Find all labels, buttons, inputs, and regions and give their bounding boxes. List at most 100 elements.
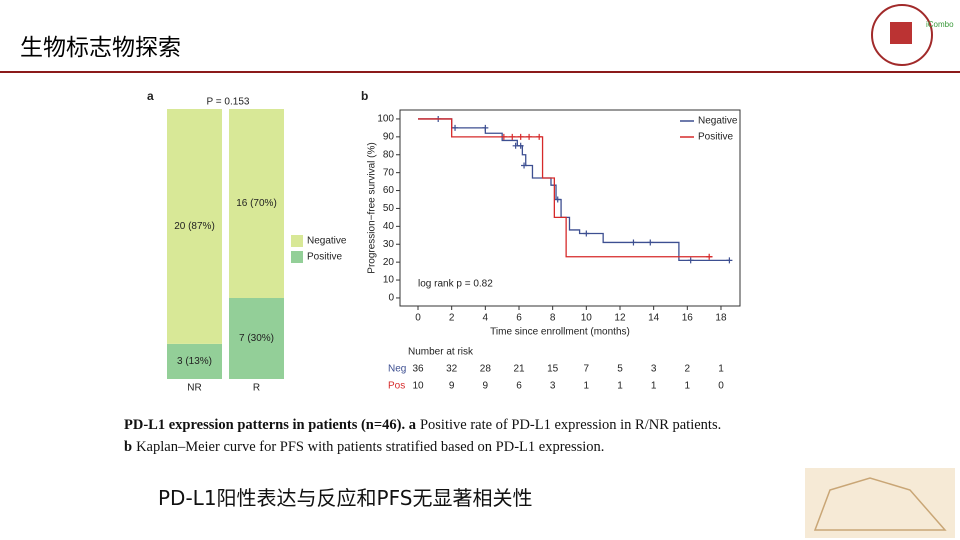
- censor-mark: [726, 257, 733, 264]
- censor-mark: [482, 124, 489, 131]
- risk-count: 32: [446, 364, 458, 375]
- censor-mark: [517, 142, 524, 149]
- risk-count: 15: [547, 364, 559, 375]
- censor-mark: [526, 133, 533, 140]
- bar-segment: [167, 109, 222, 344]
- legend-swatch: [291, 251, 303, 263]
- y-tick-label: 10: [383, 275, 395, 286]
- censor-mark: [517, 133, 524, 140]
- censor-mark: [509, 133, 516, 140]
- censor-mark: [521, 162, 528, 169]
- risk-count: 36: [412, 364, 424, 375]
- risk-count: 1: [718, 364, 724, 375]
- plot-frame: [399, 109, 741, 307]
- censor-mark: [512, 142, 519, 149]
- logo-emblem: [890, 22, 912, 44]
- decor-outline: [813, 477, 947, 531]
- risk-count: 7: [584, 364, 590, 375]
- y-tick-label: 20: [383, 257, 395, 268]
- chart-title: P = 0.153: [207, 97, 250, 108]
- caption: PD-L1 expression patterns in patients (n…: [124, 414, 721, 458]
- panel-label: b: [361, 89, 368, 103]
- censor-mark: [706, 253, 713, 260]
- y-tick-label: 50: [383, 203, 395, 214]
- caption-line: PD-L1 expression patterns in patients (n…: [124, 414, 721, 436]
- x-tick-label: 18: [715, 313, 727, 324]
- censor-mark: [687, 257, 694, 264]
- logo-text: iCombo: [926, 20, 954, 29]
- survival-curve: [418, 118, 713, 258]
- conclusion: PD-L1阳性表达与反应和PFS无显著相关性: [158, 486, 533, 510]
- risk-count: 3: [651, 364, 657, 375]
- risk-count: 21: [513, 364, 525, 375]
- x-tick-label: 4: [483, 313, 489, 324]
- survival-curve: [418, 118, 730, 262]
- censor-mark: [630, 239, 637, 246]
- panel-label: a: [147, 89, 154, 103]
- caption-text: Positive rate of PD-L1 expression in R/N…: [419, 417, 722, 433]
- y-tick-label: 70: [383, 167, 395, 178]
- risk-row-label: Pos: [388, 381, 405, 392]
- y-tick-label: 30: [383, 239, 395, 250]
- value-label: 20 (87%): [174, 221, 215, 232]
- risk-count: 5: [617, 364, 623, 375]
- risk-table-title: Number at risk: [408, 347, 474, 358]
- risk-count: 0: [718, 381, 724, 392]
- value-label: 16 (70%): [236, 198, 277, 209]
- y-tick-label: 80: [383, 149, 395, 160]
- legend-swatch: [291, 235, 303, 247]
- x-tick-label: 14: [648, 313, 660, 324]
- y-axis-label: Progression−free survival (%): [367, 142, 378, 273]
- censor-mark: [452, 124, 459, 131]
- x-tick-label: 2: [449, 313, 455, 324]
- y-tick-label: 0: [388, 293, 394, 304]
- value-label: 3 (13%): [177, 356, 212, 367]
- annotation: log rank p = 0.82: [418, 279, 493, 290]
- slide-title: 生物标志物探索: [20, 35, 181, 61]
- legend-label: Negative: [307, 236, 347, 247]
- censor-mark: [536, 133, 543, 140]
- y-tick-label: 40: [383, 221, 395, 232]
- risk-count: 9: [483, 381, 489, 392]
- bar-segment: [229, 298, 284, 379]
- y-tick-label: 90: [383, 131, 395, 142]
- legend-label: Positive: [698, 132, 733, 143]
- caption-bold: b: [124, 439, 133, 455]
- value-label: 7 (30%): [239, 333, 274, 344]
- x-tick-label: 16: [682, 313, 694, 324]
- censor-mark: [583, 230, 590, 237]
- decor-building: [805, 468, 955, 538]
- risk-count: 9: [449, 381, 455, 392]
- x-axis-label: Time since enrollment (months): [490, 327, 630, 338]
- risk-count: 1: [685, 381, 691, 392]
- risk-count: 6: [516, 381, 522, 392]
- x-tick-label: 8: [550, 313, 556, 324]
- x-tick-label: R: [253, 383, 260, 394]
- risk-count: 1: [584, 381, 590, 392]
- risk-count: 1: [651, 381, 657, 392]
- y-tick-label: 60: [383, 185, 395, 196]
- x-tick-label: 10: [581, 313, 593, 324]
- x-tick-label: 6: [516, 313, 522, 324]
- censor-mark: [554, 196, 561, 203]
- bar-segment: [167, 343, 222, 379]
- caption-bold: PD-L1 expression patterns in patients (n…: [124, 417, 416, 433]
- risk-count: 28: [480, 364, 492, 375]
- censor-mark: [500, 133, 507, 140]
- risk-count: 1: [617, 381, 623, 392]
- caption-line: b Kaplan–Meier curve for PFS with patient…: [124, 436, 721, 458]
- risk-count: 10: [412, 381, 424, 392]
- risk-count: 3: [550, 381, 556, 392]
- risk-row-label: Neg: [388, 364, 406, 375]
- legend-label: Negative: [698, 116, 738, 127]
- y-tick-label: 100: [377, 114, 394, 125]
- x-tick-label: NR: [187, 383, 201, 394]
- censor-mark: [647, 239, 654, 246]
- x-tick-label: 0: [415, 313, 421, 324]
- bar-segment: [229, 109, 284, 298]
- legend-label: Positive: [307, 252, 342, 263]
- x-tick-label: 12: [614, 313, 626, 324]
- risk-count: 2: [685, 364, 691, 375]
